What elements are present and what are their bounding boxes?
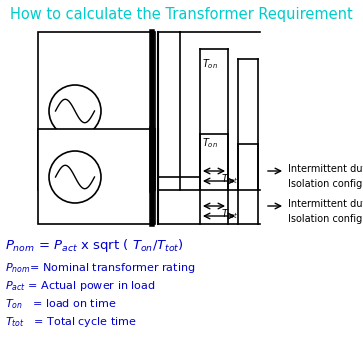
Text: $T_{on}$: $T_{on}$ <box>202 136 218 150</box>
Text: $P_{nom}$ = $P_{act}$ x sqrt ( $T_{on}$/$T_{tot}$): $P_{nom}$ = $P_{act}$ x sqrt ( $T_{on}$/… <box>5 237 184 254</box>
Text: $T_{tot}$   = Total cycle time: $T_{tot}$ = Total cycle time <box>5 315 137 329</box>
Bar <box>38 32 155 190</box>
Text: $T_{on}$: $T_{on}$ <box>202 57 218 71</box>
Text: $T_{tot}$: $T_{tot}$ <box>221 172 238 186</box>
Text: How to calculate the Transformer Requirement: How to calculate the Transformer Require… <box>10 7 352 22</box>
Text: Intermittent duty
Isolation configuration: Intermittent duty Isolation configuratio… <box>288 199 363 224</box>
Text: $T_{tot}$: $T_{tot}$ <box>221 207 238 221</box>
Bar <box>38 129 155 224</box>
Text: $P_{nom}$= Nominal transformer rating: $P_{nom}$= Nominal transformer rating <box>5 261 195 275</box>
Text: Intermittent duty
Isolation configuration: Intermittent duty Isolation configuratio… <box>288 164 363 189</box>
Text: $T_{on}$   = load on time: $T_{on}$ = load on time <box>5 297 117 311</box>
Text: $P_{act}$ = Actual power in load: $P_{act}$ = Actual power in load <box>5 279 155 293</box>
